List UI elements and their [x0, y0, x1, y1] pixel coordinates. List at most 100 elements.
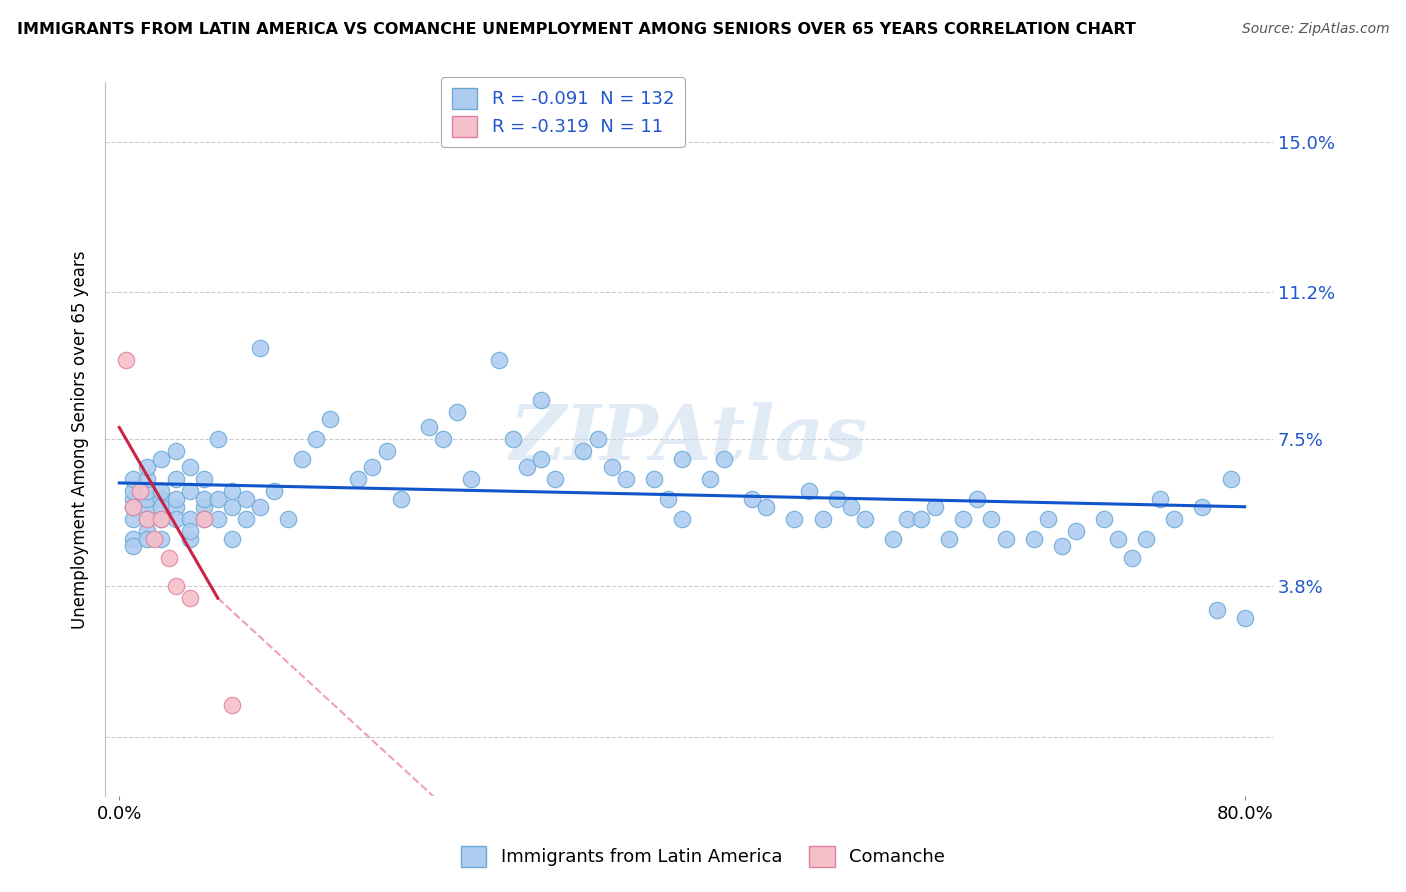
Point	[375, 444, 398, 458]
Legend: R = -0.091  N = 132, R = -0.319  N = 11: R = -0.091 N = 132, R = -0.319 N = 11	[441, 77, 685, 147]
Point	[207, 511, 229, 525]
Point	[165, 579, 187, 593]
Text: IMMIGRANTS FROM LATIN AMERICA VS COMANCHE UNEMPLOYMENT AMONG SENIORS OVER 65 YEA: IMMIGRANTS FROM LATIN AMERICA VS COMANCH…	[17, 22, 1136, 37]
Point	[235, 491, 257, 506]
Point	[1163, 511, 1185, 525]
Point	[150, 483, 173, 498]
Point	[896, 511, 918, 525]
Point	[1191, 500, 1213, 514]
Point	[938, 532, 960, 546]
Point	[600, 460, 623, 475]
Legend: Immigrants from Latin America, Comanche: Immigrants from Latin America, Comanche	[454, 838, 952, 874]
Point	[1092, 511, 1115, 525]
Point	[122, 511, 145, 525]
Point	[882, 532, 904, 546]
Point	[136, 524, 159, 538]
Point	[136, 500, 159, 514]
Point	[165, 491, 187, 506]
Point	[418, 420, 440, 434]
Point	[291, 452, 314, 467]
Point	[1050, 540, 1073, 554]
Point	[122, 483, 145, 498]
Point	[741, 491, 763, 506]
Point	[910, 511, 932, 525]
Point	[446, 404, 468, 418]
Point	[150, 511, 173, 525]
Point	[136, 460, 159, 475]
Point	[165, 500, 187, 514]
Point	[207, 491, 229, 506]
Point	[347, 472, 370, 486]
Point	[811, 511, 834, 525]
Text: ZIPAtlas: ZIPAtlas	[510, 402, 868, 476]
Point	[122, 500, 145, 514]
Point	[1064, 524, 1087, 538]
Point	[516, 460, 538, 475]
Point	[1219, 472, 1241, 486]
Point	[432, 432, 454, 446]
Point	[966, 491, 988, 506]
Point	[221, 500, 243, 514]
Point	[136, 532, 159, 546]
Point	[165, 472, 187, 486]
Point	[179, 511, 201, 525]
Point	[924, 500, 946, 514]
Point	[783, 511, 806, 525]
Point	[530, 392, 553, 407]
Point	[305, 432, 328, 446]
Point	[249, 500, 271, 514]
Point	[1121, 551, 1143, 566]
Point	[115, 353, 138, 368]
Point	[544, 472, 567, 486]
Point	[150, 511, 173, 525]
Point	[193, 491, 215, 506]
Point	[249, 341, 271, 355]
Point	[319, 412, 342, 426]
Point	[179, 532, 201, 546]
Point	[994, 532, 1017, 546]
Point	[136, 511, 159, 525]
Point	[150, 491, 173, 506]
Point	[671, 511, 693, 525]
Text: Source: ZipAtlas.com: Source: ZipAtlas.com	[1241, 22, 1389, 37]
Point	[122, 472, 145, 486]
Point	[530, 452, 553, 467]
Point	[122, 491, 145, 506]
Point	[1233, 611, 1256, 625]
Point	[1107, 532, 1129, 546]
Point	[643, 472, 665, 486]
Point	[389, 491, 412, 506]
Point	[193, 511, 215, 525]
Point	[797, 483, 820, 498]
Point	[122, 540, 145, 554]
Y-axis label: Unemployment Among Seniors over 65 years: Unemployment Among Seniors over 65 years	[72, 250, 89, 629]
Point	[122, 532, 145, 546]
Point	[1205, 603, 1227, 617]
Point	[136, 483, 159, 498]
Point	[277, 511, 299, 525]
Point	[460, 472, 482, 486]
Point	[263, 483, 285, 498]
Point	[193, 500, 215, 514]
Point	[179, 460, 201, 475]
Point	[157, 551, 180, 566]
Point	[1149, 491, 1171, 506]
Point	[179, 524, 201, 538]
Point	[671, 452, 693, 467]
Point	[179, 483, 201, 498]
Point	[193, 511, 215, 525]
Point	[136, 472, 159, 486]
Point	[980, 511, 1002, 525]
Point	[179, 591, 201, 605]
Point	[207, 432, 229, 446]
Point	[143, 532, 166, 546]
Point	[586, 432, 609, 446]
Point	[122, 500, 145, 514]
Point	[713, 452, 735, 467]
Point	[165, 444, 187, 458]
Point	[150, 452, 173, 467]
Point	[165, 511, 187, 525]
Point	[193, 472, 215, 486]
Point	[699, 472, 721, 486]
Point	[825, 491, 848, 506]
